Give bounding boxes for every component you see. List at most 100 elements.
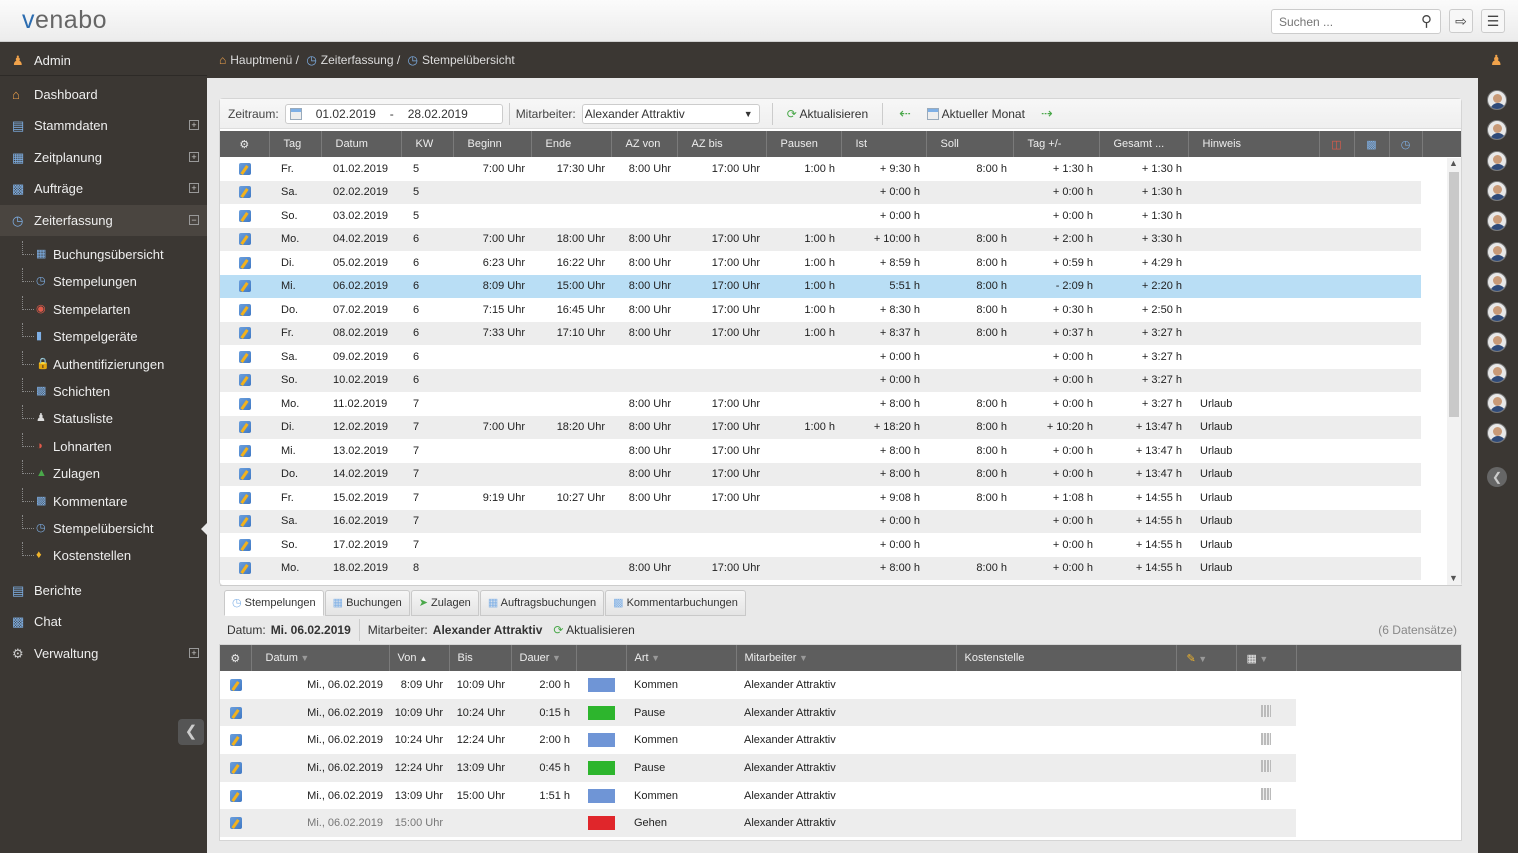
- table-row[interactable]: Mi., 06.02.2019 10:24 Uhr 12:24 Uhr 2:00…: [220, 726, 1461, 754]
- table-row[interactable]: Fr. 01.02.2019 5 7:00 Uhr 17:30 Uhr 8:00 Uhr 1…: [220, 157, 1421, 181]
- sidebar-subitem-kostenstellen[interactable]: ♦ Kostenstellen: [0, 542, 207, 569]
- sidebar-item-chat[interactable]: ▩ Chat: [0, 606, 207, 637]
- column-header-cost-center[interactable]: ▦ ▼: [1235, 645, 1296, 671]
- edit-icon[interactable]: [238, 209, 251, 222]
- edit-icon[interactable]: [238, 186, 251, 199]
- date-from[interactable]: 01.02.2019: [315, 106, 376, 121]
- column-header[interactable]: Hinweis: [1187, 131, 1319, 157]
- sidebar-item-zeiterfassung[interactable]: ◷ Zeiterfassung −: [0, 205, 207, 236]
- sidebar-subitem-stempelgeräte[interactable]: ▮ Stempelgeräte: [0, 323, 207, 350]
- period-field[interactable]: 01.02.2019 - 28.02.2019: [284, 103, 503, 124]
- sidebar-subitem-authentifizierungen[interactable]: 🔒 Authentifizierungen: [0, 350, 207, 378]
- collapse-sidebar-button[interactable]: ❮: [178, 719, 204, 745]
- table-row[interactable]: Mi., 06.02.2019 15:00 Uhr Gehen Alexande…: [220, 809, 1461, 838]
- export-icon[interactable]: ◫: [1318, 131, 1354, 157]
- edit-icon[interactable]: [229, 706, 242, 719]
- column-header-von[interactable]: Von ▲: [388, 645, 449, 671]
- employee-select[interactable]: Alexander Attraktiv ▼: [581, 103, 760, 124]
- edit-icon[interactable]: [238, 468, 251, 481]
- edit-icon[interactable]: [238, 421, 251, 434]
- sidebar-subitem-stempelungen[interactable]: ◷ Stempelungen: [0, 268, 207, 295]
- column-header[interactable]: Tag: [268, 131, 321, 157]
- search-input[interactable]: [1271, 9, 1441, 34]
- sidebar-item-dashboard[interactable]: ⌂ Dashboard: [0, 79, 207, 110]
- clock-icon[interactable]: ◷: [1388, 131, 1422, 157]
- date-to[interactable]: 28.02.2019: [407, 106, 468, 121]
- column-header[interactable]: Pausen: [765, 131, 841, 157]
- settings-icon[interactable]: ⚙: [230, 652, 241, 665]
- tab-auftragsbuchungen[interactable]: ▦ Auftragsbuchungen: [479, 590, 605, 616]
- column-header[interactable]: Ende: [530, 131, 611, 157]
- detail-refresh-button[interactable]: ⟳ Aktualisieren: [553, 617, 634, 643]
- scroll-down-icon[interactable]: ▼: [1449, 573, 1458, 583]
- user-avatar[interactable]: [1487, 211, 1507, 232]
- column-header[interactable]: Datum: [320, 131, 401, 157]
- sidebar-item-verwaltung[interactable]: ⚙ Verwaltung +: [0, 638, 207, 669]
- column-header[interactable]: Soll: [925, 131, 1013, 157]
- tab-buchungen[interactable]: ▦ Buchungen: [324, 590, 410, 616]
- tab-kommentarbuchungen[interactable]: ▩ Kommentarbuchungen: [605, 590, 746, 616]
- sidebar-subitem-schichten[interactable]: ▩ Schichten: [0, 378, 207, 405]
- table-row[interactable]: Fr. 15.02.2019 7 9:19 Uhr 10:27 Uhr 8:00 Uhr 1…: [220, 486, 1421, 510]
- table-row[interactable]: So. 10.02.2019 6 + 0:00 h + 0:00 h + 3:27 h: [220, 368, 1421, 392]
- next-month-button[interactable]: ⇢: [1040, 105, 1053, 121]
- user-avatar[interactable]: [1487, 120, 1507, 141]
- table-row[interactable]: Fr. 08.02.2019 6 7:33 Uhr 17:10 Uhr 8:00 Uhr 1…: [220, 321, 1421, 345]
- collapse-rail-button[interactable]: ❮: [1487, 467, 1507, 487]
- column-header-mitarbeiter[interactable]: Mitarbeiter ▼: [735, 645, 956, 671]
- user-avatar[interactable]: [1487, 271, 1507, 292]
- table-row[interactable]: Mi., 06.02.2019 12:24 Uhr 13:09 Uhr 0:45…: [220, 754, 1461, 782]
- edit-icon[interactable]: [229, 678, 242, 691]
- table-row[interactable]: Sa. 09.02.2019 6 + 0:00 h + 0:00 h + 3:27 h: [220, 345, 1421, 369]
- settings-icon[interactable]: ⚙: [239, 138, 250, 151]
- user-avatar[interactable]: [1487, 423, 1507, 444]
- previous-month-button[interactable]: ⇠: [899, 105, 911, 121]
- table-row[interactable]: Mi. 13.02.2019 7 8:00 Uhr 17:00 Uhr + 8:00 h 8…: [220, 439, 1421, 463]
- edit-icon[interactable]: [238, 327, 251, 340]
- column-header[interactable]: AZ von: [610, 131, 677, 157]
- sidebar-subitem-stempelarten[interactable]: ◉ Stempelarten: [0, 295, 207, 323]
- table-row[interactable]: Di. 05.02.2019 6 6:23 Uhr 16:22 Uhr 8:00 Uhr 1…: [220, 251, 1421, 275]
- cost-center-icon[interactable]: [1261, 705, 1271, 718]
- column-header-edit[interactable]: ✎ ▼: [1175, 645, 1236, 671]
- collapse-icon[interactable]: −: [189, 215, 199, 225]
- table-row[interactable]: Mi., 06.02.2019 10:09 Uhr 10:24 Uhr 0:15…: [220, 698, 1461, 727]
- user-avatar[interactable]: [1487, 332, 1507, 353]
- edit-icon[interactable]: [229, 817, 242, 830]
- refresh-button[interactable]: ⟳ Aktualisieren: [787, 107, 868, 121]
- expand-icon[interactable]: +: [189, 648, 199, 658]
- edit-icon[interactable]: [238, 374, 251, 387]
- tab-stempelungen[interactable]: ◷ Stempelungen: [224, 590, 324, 616]
- edit-icon[interactable]: [238, 397, 251, 410]
- column-header[interactable]: Ist: [840, 131, 926, 157]
- edit-icon[interactable]: [238, 303, 251, 316]
- column-header[interactable]: Tag +/-: [1012, 131, 1099, 157]
- table-row[interactable]: Mo. 11.02.2019 7 8:00 Uhr 17:00 Uhr + 8:00 h 8…: [220, 392, 1421, 416]
- sidebar-subitem-kommentare[interactable]: ▩ Kommentare: [0, 487, 207, 515]
- table-row[interactable]: Mi. 06.02.2019 6 8:09 Uhr 15:00 Uhr 8:00 Uhr 1…: [220, 274, 1421, 298]
- column-header-art[interactable]: Art ▼: [625, 645, 736, 671]
- table-row[interactable]: Mi., 06.02.2019 8:09 Uhr 10:09 Uhr 2:00 …: [220, 671, 1461, 699]
- table-row[interactable]: Mo. 04.02.2019 6 7:00 Uhr 18:00 Uhr 8:00 Uhr 1…: [220, 227, 1421, 251]
- expand-icon[interactable]: +: [189, 120, 199, 130]
- edit-icon[interactable]: [238, 515, 251, 528]
- edit-icon[interactable]: [238, 538, 251, 551]
- edit-icon[interactable]: [238, 444, 251, 457]
- comment-icon[interactable]: ▩: [1353, 131, 1389, 157]
- expand-icon[interactable]: +: [189, 152, 199, 162]
- scrollbar-thumb[interactable]: [1449, 172, 1459, 417]
- column-header-dauer[interactable]: Dauer ▼: [510, 645, 576, 671]
- table-row[interactable]: Di. 12.02.2019 7 7:00 Uhr 18:20 Uhr 8:00 Uhr 1…: [220, 415, 1421, 439]
- sidebar-subitem-buchungsübersicht[interactable]: ▦ Buchungsübersicht: [0, 241, 207, 268]
- cost-center-icon[interactable]: [1261, 760, 1271, 773]
- column-header-bis[interactable]: Bis: [448, 645, 511, 671]
- sidebar-item-zeitplanung[interactable]: ▦ Zeitplanung +: [0, 142, 207, 173]
- user-avatar[interactable]: [1487, 362, 1507, 383]
- column-header[interactable]: Beginn: [452, 131, 531, 157]
- edit-icon[interactable]: [238, 491, 251, 504]
- current-month-button[interactable]: Aktueller Monat: [926, 107, 1025, 121]
- sidebar-item-aufträge[interactable]: ▩ Aufträge +: [0, 173, 207, 204]
- user-avatar[interactable]: [1487, 180, 1507, 201]
- cost-center-icon[interactable]: [1261, 732, 1271, 745]
